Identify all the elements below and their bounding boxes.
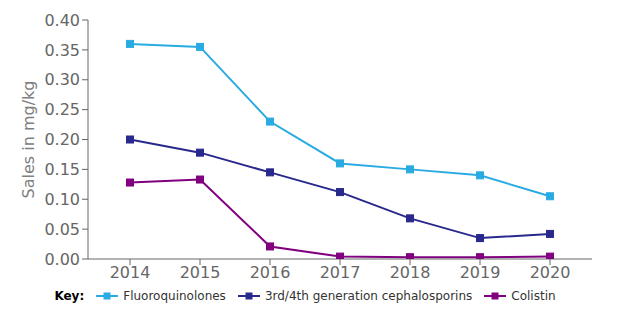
svg-text:0.35: 0.35 — [44, 41, 80, 60]
svg-text:2015: 2015 — [180, 263, 221, 282]
svg-text:2020: 2020 — [530, 263, 571, 282]
svg-text:0.30: 0.30 — [44, 70, 80, 89]
html-text:Fluoroquinolones: Fluoroquinolones — [123, 289, 226, 303]
html-text:Colistin: Colistin — [511, 289, 556, 303]
html-text:Key:: Key: — [54, 289, 85, 303]
svg-text:0.10: 0.10 — [44, 190, 80, 209]
svg-text:0.25: 0.25 — [44, 100, 80, 119]
svg-text:0.20: 0.20 — [44, 130, 80, 149]
svg-text:Sales in mg/kg: Sales in mg/kg — [19, 81, 38, 199]
svg-text:0.40: 0.40 — [44, 11, 80, 30]
svg-text:2016: 2016 — [250, 263, 291, 282]
svg-text:2014: 2014 — [110, 263, 151, 282]
svg-text:2017: 2017 — [320, 263, 361, 282]
svg-text:0.05: 0.05 — [44, 220, 80, 239]
svg-text:2018: 2018 — [390, 263, 431, 282]
svg-text:0.15: 0.15 — [44, 160, 80, 179]
html-text:3rd/4th generation cephalospor: 3rd/4th generation cephalosporins — [264, 289, 473, 303]
svg-text:0.00: 0.00 — [44, 250, 80, 269]
svg-text:2019: 2019 — [460, 263, 501, 282]
